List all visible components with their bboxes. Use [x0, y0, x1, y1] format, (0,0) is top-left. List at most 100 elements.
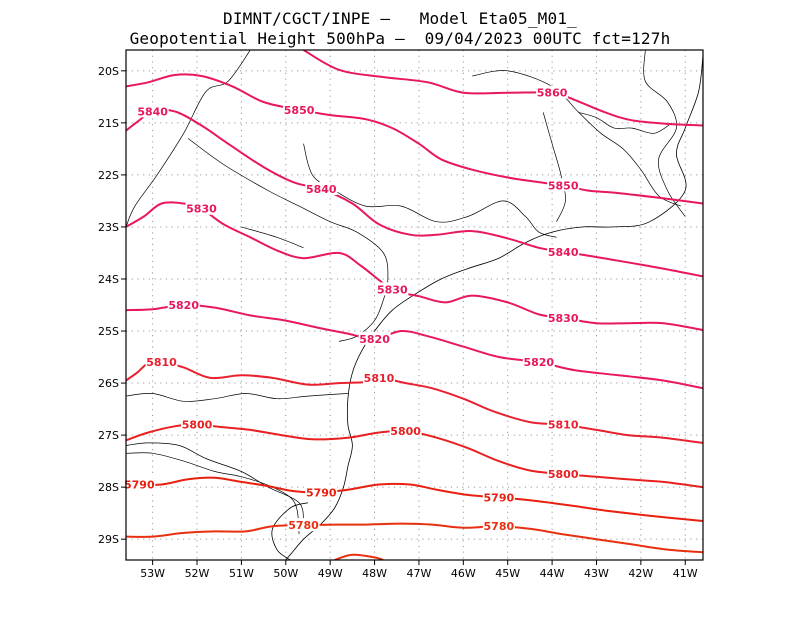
- contour-label-bg: [482, 519, 515, 533]
- contour-label: 5790: [484, 492, 515, 505]
- contour-label-bg: [536, 85, 569, 99]
- contour-label: 5850: [284, 104, 315, 117]
- contour-label-bg: [389, 423, 422, 437]
- contour-line: [126, 73, 703, 205]
- contour-label-bg: [185, 201, 218, 215]
- state-border: [126, 442, 304, 524]
- y-tick-label: 25S: [98, 325, 119, 338]
- x-tick-label: 45W: [495, 567, 520, 580]
- coastline: [271, 502, 309, 560]
- contour-label: 5850: [548, 179, 579, 192]
- contour-label: 5790: [124, 479, 155, 492]
- map-title-line-1: DIMNT/CGCT/INPE – Model Eta05_M01_: [223, 9, 577, 28]
- contour-line: [334, 553, 384, 560]
- contour-label: 5780: [484, 520, 515, 533]
- contour-label: 5820: [168, 299, 199, 312]
- contour-label-bg: [305, 485, 338, 499]
- contour-label: 5810: [364, 372, 395, 385]
- contour-line: [126, 303, 703, 390]
- state-border: [126, 392, 348, 402]
- y-tick-label: 27S: [98, 429, 119, 442]
- contour-label-bg: [287, 518, 320, 532]
- y-tick-label: 23S: [98, 221, 119, 234]
- y-tick-label: 29S: [98, 533, 119, 546]
- contour-label-bg: [358, 331, 391, 345]
- contour-label: 5830: [377, 283, 408, 296]
- x-tick-label: 46W: [451, 567, 476, 580]
- state-border: [578, 112, 673, 134]
- state-border: [187, 138, 389, 342]
- contour-label: 5810: [146, 356, 177, 369]
- contour-label-bg: [547, 178, 580, 192]
- state-border: [126, 452, 300, 535]
- contour-line: [126, 108, 703, 278]
- x-tick-label: 49W: [318, 567, 343, 580]
- contour-label-bg: [167, 298, 200, 311]
- x-tick-label: 51W: [229, 567, 254, 580]
- y-tick-label: 28S: [98, 481, 119, 494]
- contour-line: [126, 201, 703, 331]
- contour-label-bg: [136, 104, 169, 118]
- plot-frame: [125, 49, 704, 561]
- state-border: [241, 226, 304, 249]
- state-border: [126, 50, 251, 228]
- contour-label: 5800: [390, 425, 421, 438]
- contour-label-bg: [181, 417, 214, 431]
- contour-label: 5800: [548, 468, 579, 481]
- contour-label: 5830: [186, 203, 217, 216]
- x-tick-label: 41W: [673, 567, 698, 580]
- height-contours: [126, 50, 703, 560]
- contour-label: 5810: [548, 419, 579, 432]
- contour-label-bg: [362, 370, 395, 384]
- coastline: [285, 55, 703, 560]
- contour-label-bg: [547, 311, 580, 325]
- y-tick-label: 26S: [98, 377, 119, 390]
- contour-label: 5820: [523, 356, 554, 369]
- contour-line: [126, 522, 703, 554]
- y-tick-label: 22S: [98, 169, 119, 182]
- x-tick-label: 42W: [628, 567, 653, 580]
- y-tick-label: 21S: [98, 117, 119, 130]
- x-tick-label: 47W: [407, 567, 432, 580]
- contour-label-bg: [145, 355, 178, 369]
- y-tick-label: 20S: [98, 65, 119, 78]
- contour-label: 5820: [359, 333, 390, 346]
- contour-label: 5830: [548, 312, 579, 325]
- political-boundaries: [126, 50, 703, 560]
- x-tick-label: 50W: [273, 567, 298, 580]
- contour-label-bg: [547, 417, 580, 431]
- contour-label-bg: [376, 282, 409, 296]
- state-border: [303, 143, 557, 238]
- contour-label-bg: [305, 181, 338, 195]
- contour-label-bg: [522, 355, 555, 369]
- map-title-line-2: Geopotential Height 500hPa – 09/04/2023 …: [129, 29, 671, 48]
- contour-label: 5780: [288, 519, 319, 532]
- latitude-tick-labels: 20S 21S 22S 23S 24S 25S 26S 27S 28S 29S: [98, 65, 126, 546]
- contour-label-bg: [547, 467, 580, 481]
- contour-label: 5840: [306, 183, 337, 196]
- longitude-tick-labels: 53W 52W 51W 50W 49W 48W 47W 46W 45W 44W 43W 42W 41W: [140, 560, 698, 580]
- contour-label-bg: [482, 490, 515, 504]
- x-tick-label: 48W: [362, 567, 387, 580]
- x-tick-label: 44W: [540, 567, 565, 580]
- state-border: [643, 50, 686, 217]
- lat-lon-grid: [126, 50, 703, 560]
- contour-line: [303, 50, 703, 127]
- contour-label: 5840: [137, 105, 168, 118]
- contour-label: 5840: [548, 246, 579, 259]
- x-tick-label: 43W: [584, 567, 609, 580]
- x-tick-label: 52W: [185, 567, 210, 580]
- state-border: [542, 112, 566, 222]
- x-tick-label: 53W: [140, 567, 165, 580]
- contour-label: 5790: [306, 486, 337, 499]
- contour-line: [126, 476, 703, 522]
- contour-label-bg: [547, 244, 580, 258]
- contour-labels: 5860 5850 5850 5840 5840 5840 5830 5830 5830 5820…: [123, 85, 580, 533]
- state-border: [472, 70, 681, 207]
- contour-label: 5800: [182, 419, 213, 432]
- contour-label-bg: [283, 102, 316, 116]
- y-tick-label: 24S: [98, 273, 119, 286]
- contour-label: 5860: [537, 87, 568, 100]
- contour-label-bg: [123, 477, 156, 491]
